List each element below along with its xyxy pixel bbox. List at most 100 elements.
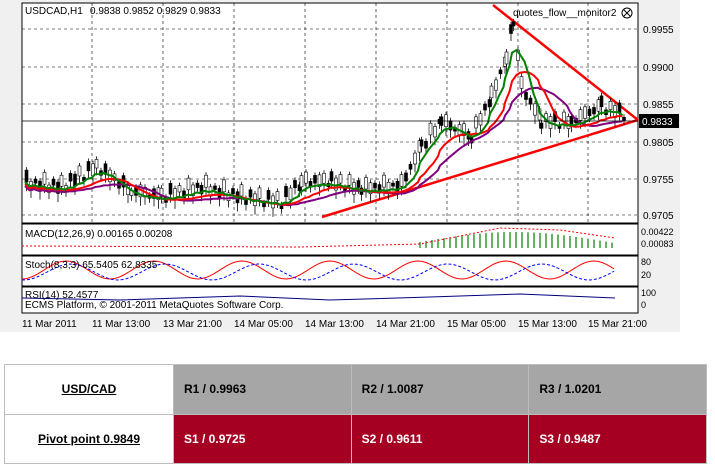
candle	[587, 108, 592, 117]
r3-cell: R3 / 1.0201	[528, 364, 707, 415]
candle	[413, 152, 417, 165]
indicator-tag: quotes_flow__monitor2	[513, 8, 617, 19]
candle	[73, 173, 77, 187]
candle	[288, 187, 293, 201]
candle	[462, 123, 466, 136]
chart-symbol: USDCAD,H1	[25, 6, 83, 17]
candle	[364, 177, 368, 190]
candle	[24, 169, 29, 183]
candle	[222, 179, 226, 193]
s1-cell: S1 / 0.9725	[173, 413, 352, 464]
candle	[509, 24, 513, 34]
candle	[528, 97, 533, 105]
moving-averages	[24, 48, 624, 207]
price-chart[interactable]: 0.9833 USDCAD,H1 0.9838 0.9852 0.9829 0.…	[0, 0, 680, 332]
candle	[168, 183, 173, 195]
candle	[159, 187, 164, 197]
candle	[334, 177, 338, 191]
rsi-label: RSI(14) 52.4577	[25, 290, 99, 301]
candle	[317, 174, 322, 188]
candle	[519, 76, 524, 89]
candle	[266, 190, 271, 200]
candle	[182, 190, 186, 199]
price-tick: 0.9955	[643, 25, 674, 36]
candle	[617, 102, 622, 113]
candle	[539, 122, 544, 129]
r1-cell: R1 / 0.9963	[173, 364, 352, 415]
oscillator-lines	[21, 260, 616, 301]
candle	[199, 184, 204, 195]
candle	[347, 174, 352, 186]
candle	[356, 180, 361, 188]
candle	[257, 187, 262, 199]
time-tick: 13 Mar 21:00	[163, 319, 222, 330]
candle	[419, 139, 424, 147]
time-tick: 14 Mar 13:00	[305, 319, 364, 330]
candle	[297, 184, 302, 192]
candle	[404, 172, 408, 182]
candle	[524, 91, 528, 100]
candle	[262, 202, 266, 208]
close-icon[interactable]	[621, 7, 633, 19]
trendlines	[321, 4, 639, 219]
rsi-tick: 0	[641, 300, 646, 310]
candle	[511, 21, 516, 27]
candle	[395, 181, 400, 192]
rsi-tick: 100	[641, 288, 656, 298]
trendline-upper	[492, 4, 639, 121]
resistance-row: USD/CAD R1 / 0.9963 R2 / 1.0087 R3 / 1.0…	[4, 364, 707, 415]
macd-panel[interactable]	[21, 223, 639, 256]
candle	[226, 192, 231, 201]
candle	[498, 69, 503, 75]
candle	[368, 182, 373, 194]
price-tick: 0.9805	[643, 138, 674, 149]
stoch-tick: 20	[641, 270, 651, 280]
trendline-lower	[321, 118, 639, 219]
candle	[293, 180, 297, 189]
candle	[329, 171, 334, 182]
candle	[68, 173, 73, 182]
time-tick: 15 Mar 13:00	[518, 319, 577, 330]
candle	[478, 113, 483, 126]
candle	[428, 122, 433, 136]
time-tick: 15 Mar 05:00	[447, 319, 506, 330]
price-tick: 0.9705	[643, 211, 674, 222]
candle	[433, 126, 437, 138]
time-tick: 11 Mar 13:00	[92, 319, 151, 330]
candle	[408, 163, 413, 170]
candle	[424, 140, 428, 149]
candle	[504, 51, 509, 65]
stoch-tick: 80	[641, 257, 651, 267]
ma-fast-line	[24, 48, 624, 206]
candle	[299, 175, 304, 188]
time-tick: 14 Mar 21:00	[376, 319, 435, 330]
chart-ohlc: 0.9838 0.9852 0.9829 0.9833	[90, 6, 221, 17]
candle	[592, 107, 596, 115]
candle	[284, 186, 288, 198]
rsi-line	[21, 293, 616, 301]
chart-canvas[interactable]: 0.9833 USDCAD,H1 0.9838 0.9852 0.9829 0.…	[0, 0, 680, 332]
candle	[578, 109, 583, 121]
price-tick: 0.9900	[643, 63, 674, 74]
ma-slow-line	[24, 86, 623, 207]
pair-name: USD/CAD	[4, 364, 174, 415]
candle	[86, 161, 91, 172]
candle	[487, 99, 492, 108]
candle	[583, 106, 587, 119]
candle	[599, 95, 604, 107]
ma-mid-line	[24, 70, 623, 206]
candle	[59, 174, 64, 187]
candle	[322, 172, 326, 184]
stoch-label: Stoch(8,3,3) 65.5405 62.8335	[25, 260, 158, 271]
candle	[622, 116, 626, 121]
macd-signal-line	[21, 227, 616, 248]
copyright-text: ECMS Platform, © 2001-2011 MetaQuotes So…	[25, 300, 283, 311]
candle	[608, 101, 613, 110]
macd-tick: 0.00083	[641, 239, 674, 249]
candle	[42, 172, 47, 185]
candle	[191, 184, 195, 196]
macd-label: MACD(12,26,9) 0.00165 0.00208	[25, 229, 173, 240]
candle	[51, 178, 56, 186]
s3-cell: S3 / 0.9487	[528, 413, 707, 464]
candle	[338, 174, 343, 184]
